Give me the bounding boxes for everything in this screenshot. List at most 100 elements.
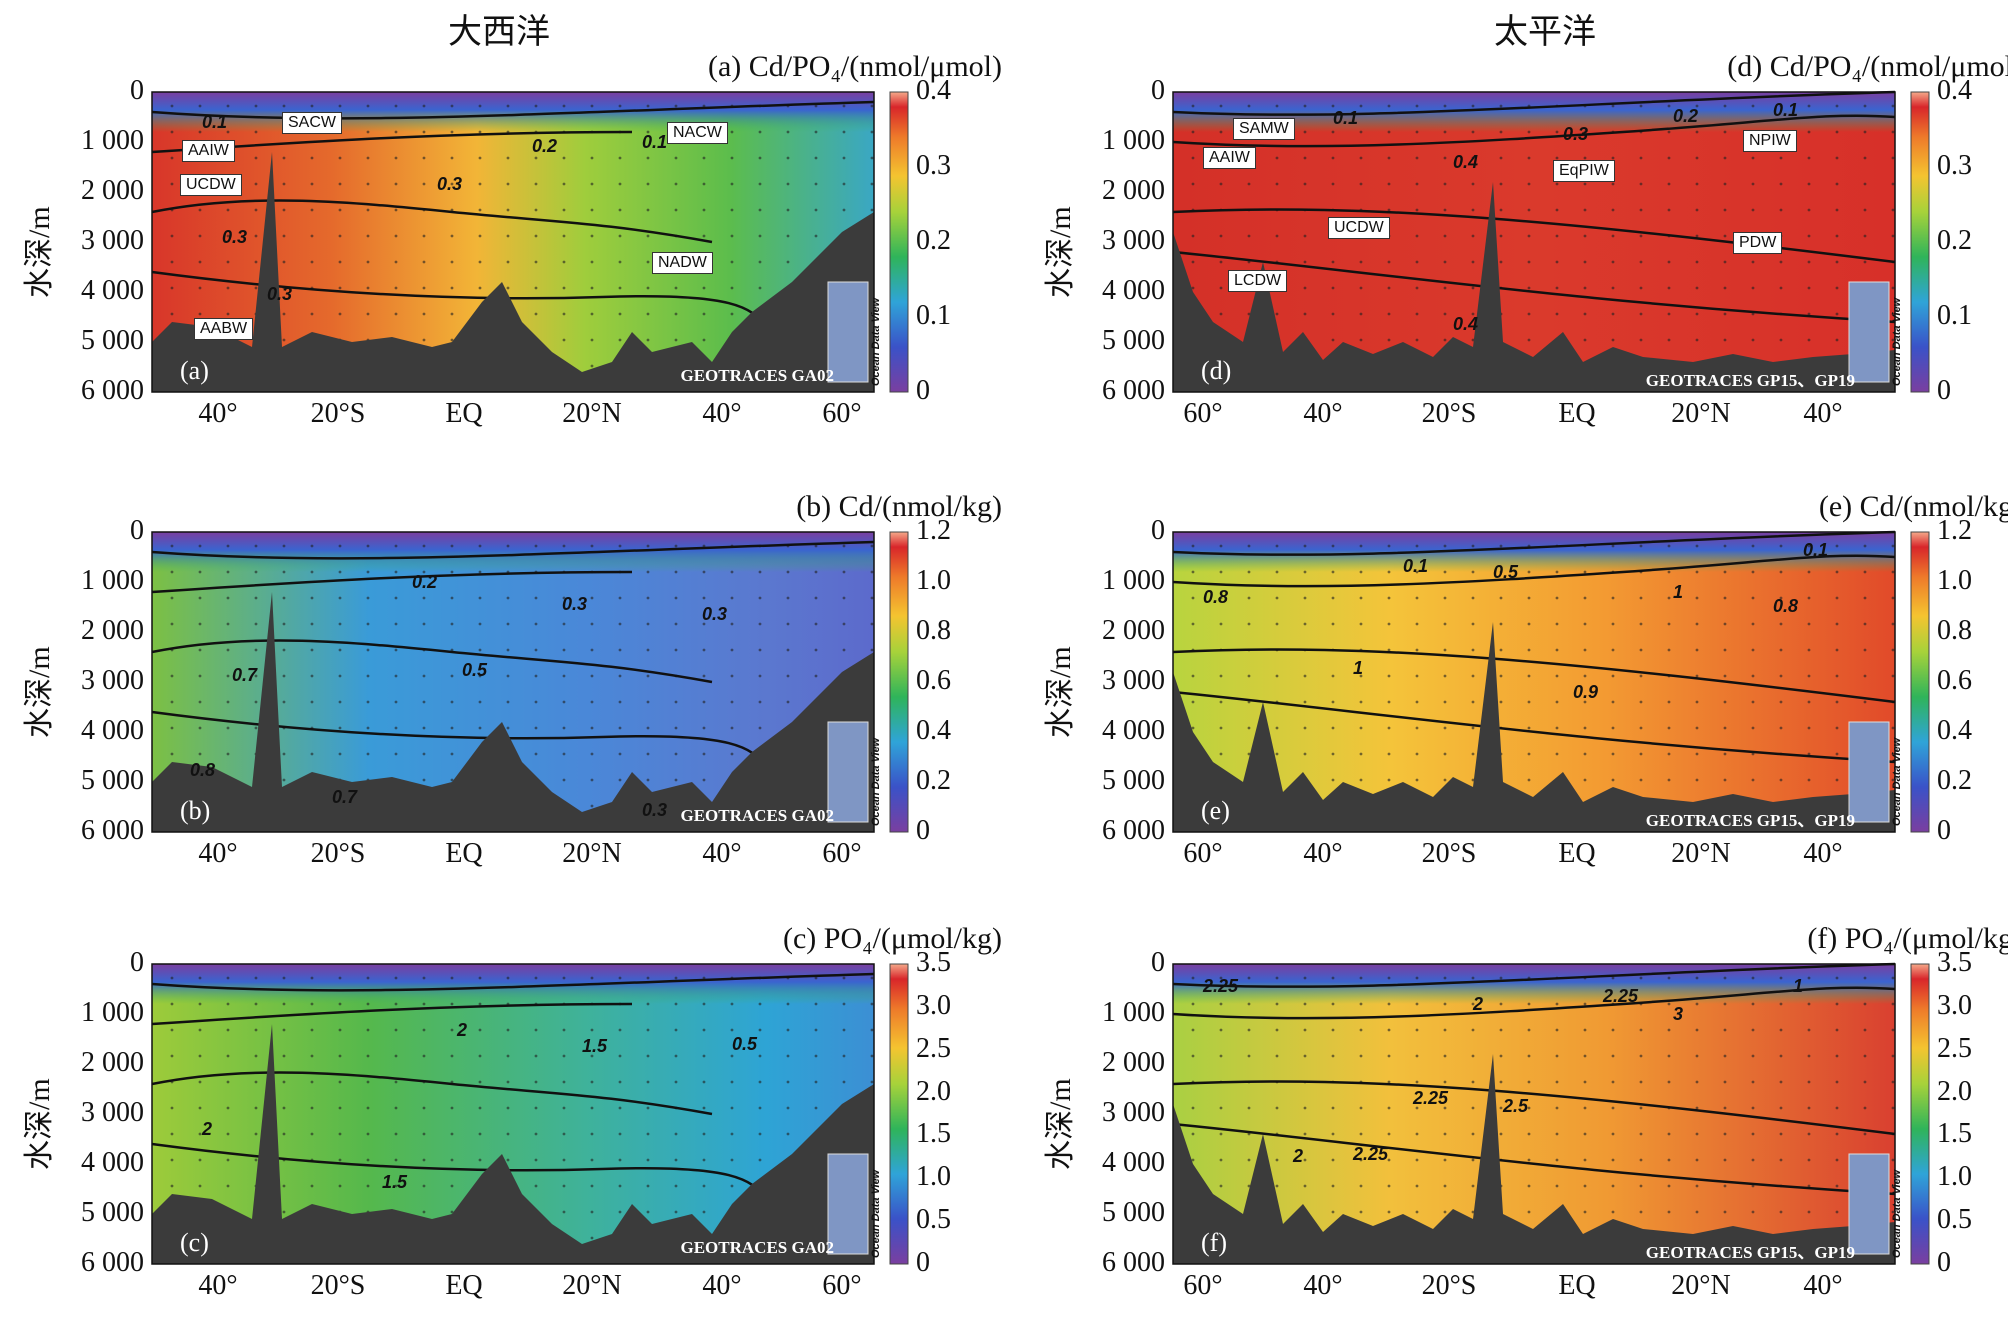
sample-point (1359, 1210, 1363, 1214)
sample-point (674, 312, 678, 316)
colorbar-tick-label: 0.6 (1937, 665, 1972, 696)
sample-point (758, 674, 762, 678)
sample-point (170, 182, 174, 186)
sample-point (534, 1106, 538, 1110)
sample-point (1835, 1002, 1839, 1006)
contour-label: 2.25 (1203, 976, 1239, 996)
sample-point (1835, 596, 1839, 600)
sample-point (338, 570, 342, 574)
sample-point (758, 1132, 762, 1136)
sample-point (1891, 1002, 1895, 1006)
sample-point (1387, 544, 1391, 548)
sample-point (814, 182, 818, 186)
sample-point (1359, 1184, 1363, 1188)
sample-point (1639, 182, 1643, 186)
sample-point (366, 544, 370, 548)
sample-point (1695, 622, 1699, 626)
y-tick-label: 1 000 (81, 125, 144, 156)
sample-point (1359, 1158, 1363, 1162)
sample-point (1611, 1106, 1615, 1110)
x-tick-label: 60° (822, 1270, 862, 1301)
contour-label: 2 (1473, 994, 1484, 1014)
sample-point (1583, 1158, 1587, 1162)
sample-point (1219, 1028, 1223, 1032)
sample-point (1891, 726, 1895, 730)
sample-point (1331, 1184, 1335, 1188)
sample-point (1331, 752, 1335, 756)
sample-point (590, 1132, 594, 1136)
sample-point (366, 182, 370, 186)
sample-point (646, 1106, 650, 1110)
sample-point (1751, 156, 1755, 160)
sample-point (338, 1080, 342, 1084)
sample-point (226, 130, 230, 134)
source-label: GEOTRACES GP15、GP19 (1645, 1243, 1855, 1262)
sample-point (1555, 312, 1559, 316)
sample-point (1303, 1132, 1307, 1136)
sample-point (1863, 1132, 1867, 1136)
sample-point (702, 182, 706, 186)
water-mass-label: PDW (1733, 232, 1783, 254)
sample-point (226, 648, 230, 652)
sample-point (674, 1158, 678, 1162)
sample-point (1583, 700, 1587, 704)
sample-point (1667, 208, 1671, 212)
sample-point (1387, 312, 1391, 316)
sample-point (786, 130, 790, 134)
sample-point (1191, 1054, 1195, 1058)
sample-point (1807, 648, 1811, 652)
sample-point (1611, 182, 1615, 186)
sample-point (1443, 234, 1447, 238)
sample-point (618, 544, 622, 548)
colorbar-tick-label: 0.8 (916, 615, 951, 646)
sample-point (1247, 726, 1251, 730)
y-tick-label: 3 000 (1102, 665, 1165, 696)
sample-point (450, 234, 454, 238)
sample-point (1387, 726, 1391, 730)
sample-point (1723, 1106, 1727, 1110)
sample-point (562, 622, 566, 626)
source-label: GEOTRACES GA02 (680, 806, 835, 825)
panel-letter: (d) (1201, 356, 1232, 385)
sample-point (198, 1054, 202, 1058)
sample-point (814, 130, 818, 134)
sample-point (534, 1158, 538, 1162)
sample-point (702, 286, 706, 290)
sample-point (254, 130, 258, 134)
x-tick-label: 20°S (1421, 1270, 1477, 1301)
sample-point (1807, 674, 1811, 678)
sample-point (1471, 130, 1475, 134)
contour-label: 2 (202, 1119, 213, 1139)
sample-point (394, 622, 398, 626)
sample-point (1891, 1080, 1895, 1084)
sample-point (842, 130, 846, 134)
sample-point (506, 104, 510, 108)
sample-point (282, 674, 286, 678)
x-tick-label: 40° (198, 398, 238, 429)
sample-point (590, 234, 594, 238)
colorbar-tick-label: 2.0 (916, 1075, 951, 1107)
sample-point (1359, 674, 1363, 678)
sample-point (1415, 1210, 1419, 1214)
sample-point (1723, 208, 1727, 212)
sample-point (1667, 726, 1671, 730)
sample-point (590, 104, 594, 108)
sample-point (1275, 104, 1279, 108)
sample-point (1779, 700, 1783, 704)
sample-point (1835, 260, 1839, 264)
sample-point (422, 260, 426, 264)
sample-point (226, 1106, 230, 1110)
sample-point (1835, 726, 1839, 730)
sample-point (450, 674, 454, 678)
sample-point (1191, 156, 1195, 160)
sample-point (1359, 622, 1363, 626)
sample-point (1611, 286, 1615, 290)
sample-point (198, 286, 202, 290)
contour-line (1172, 90, 1896, 116)
sample-point (1443, 622, 1447, 626)
colorbar-tick-label: 2.5 (916, 1032, 951, 1064)
sample-point (1835, 700, 1839, 704)
sample-point (1471, 622, 1475, 626)
sample-point (1751, 752, 1755, 756)
sample-point (1583, 1210, 1587, 1214)
